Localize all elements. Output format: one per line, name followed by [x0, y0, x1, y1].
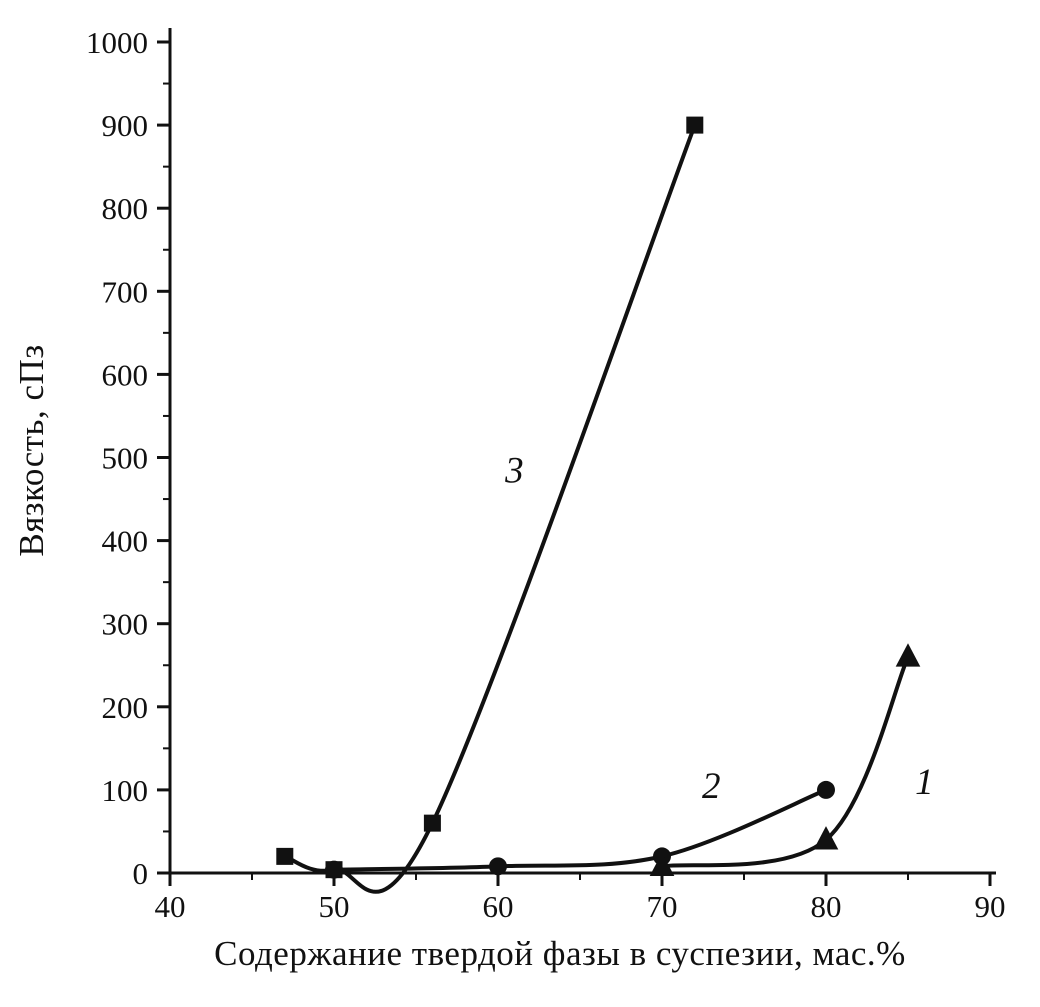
y-tick-label: 400 — [102, 524, 149, 559]
y-tick-label: 900 — [102, 108, 149, 143]
y-tick-label: 100 — [102, 773, 149, 808]
marker-circle-2 — [489, 857, 507, 876]
y-tick-label: 200 — [102, 690, 149, 725]
y-tick-label: 500 — [102, 441, 149, 476]
y-axis-label: Вязкость, сПз — [12, 344, 51, 557]
x-tick-label: 50 — [319, 889, 350, 924]
series-1-line — [660, 654, 910, 869]
x-tick-label: 60 — [483, 889, 514, 924]
y-tick-label: 1000 — [86, 25, 148, 60]
marker-square-3 — [276, 847, 294, 865]
series-1-label: 1 — [915, 762, 934, 803]
marker-triangle-1 — [813, 826, 839, 850]
y-tick-label: 300 — [102, 607, 149, 642]
marker-square-3 — [423, 814, 441, 832]
series-2-line — [332, 787, 828, 872]
y-tick-label: 0 — [133, 856, 149, 891]
y-tick-label: 800 — [102, 191, 149, 226]
marker-square-3 — [686, 116, 704, 134]
series-3-label: 3 — [504, 450, 524, 491]
x-tick-label: 40 — [155, 889, 186, 924]
y-tick-label: 700 — [102, 274, 149, 309]
marker-circle-2 — [817, 780, 835, 799]
marker-triangle-1 — [649, 852, 675, 877]
x-tick-label: 70 — [647, 889, 678, 924]
x-axis-label: Содержание твердой фазы в суспезии, мас.… — [214, 934, 906, 973]
x-tick-label: 80 — [811, 889, 842, 924]
x-tick-label: 90 — [975, 889, 1006, 924]
y-tick-label: 600 — [102, 357, 149, 392]
marker-triangle-1 — [895, 643, 921, 667]
marker-circle-2 — [325, 860, 343, 879]
series-2-label: 2 — [702, 766, 721, 807]
series-3-line — [282, 123, 697, 894]
